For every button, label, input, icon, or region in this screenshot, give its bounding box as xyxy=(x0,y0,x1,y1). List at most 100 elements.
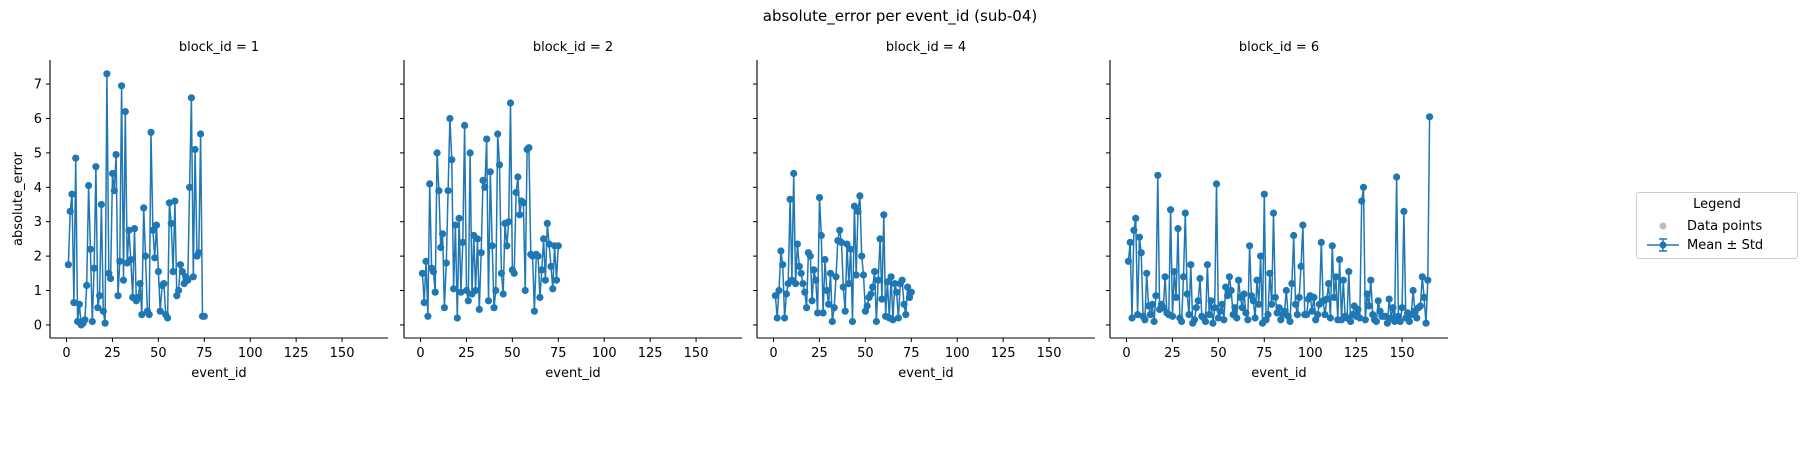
data-point xyxy=(547,262,555,270)
x-tick-label: 50 xyxy=(1210,346,1227,361)
data-point xyxy=(869,283,877,291)
x-tick-label: 50 xyxy=(857,346,874,361)
data-point xyxy=(874,276,882,284)
x-tick-label: 75 xyxy=(550,346,567,361)
data-point xyxy=(116,257,124,265)
x-tick-label: 150 xyxy=(330,346,355,361)
data-point xyxy=(1396,317,1404,326)
data-point xyxy=(839,283,847,291)
data-point xyxy=(1141,316,1149,324)
data-point xyxy=(1280,307,1289,315)
data-point xyxy=(1310,293,1318,301)
data-point xyxy=(1257,252,1265,260)
data-point xyxy=(108,169,117,178)
data-point xyxy=(1190,316,1199,324)
data-point xyxy=(169,268,177,276)
data-point xyxy=(1264,311,1272,319)
data-point xyxy=(782,290,791,298)
x-axis-label: event_id xyxy=(545,366,600,381)
data-point xyxy=(530,307,539,315)
data-point xyxy=(164,314,172,322)
data-point xyxy=(125,226,133,234)
data-point xyxy=(1238,304,1246,312)
data-point xyxy=(856,192,864,200)
facet-title: block_id = 6 xyxy=(1239,40,1319,55)
x-tick-label: 150 xyxy=(1390,346,1415,361)
x-tick-label: 0 xyxy=(769,346,777,361)
data-point xyxy=(854,207,862,215)
data-point xyxy=(1323,295,1331,303)
data-point xyxy=(68,190,76,198)
x-tick-label: 100 xyxy=(238,346,263,361)
x-tick-label: 125 xyxy=(284,346,309,361)
data-point xyxy=(154,268,162,276)
data-point xyxy=(1124,257,1132,265)
data-point xyxy=(1358,197,1366,205)
data-point xyxy=(459,238,467,246)
data-point xyxy=(497,269,505,277)
data-point xyxy=(1170,268,1178,276)
data-point xyxy=(466,149,474,157)
legend-label-data-points: Data points xyxy=(1687,218,1763,234)
facet-title: block_id = 1 xyxy=(179,40,259,55)
data-point xyxy=(495,161,504,169)
data-point xyxy=(803,304,811,312)
data-point xyxy=(86,245,94,253)
data-point xyxy=(90,264,98,272)
data-point xyxy=(554,242,562,250)
data-point xyxy=(1260,190,1268,198)
data-point xyxy=(457,288,465,296)
data-point xyxy=(1405,317,1413,326)
data-point xyxy=(426,180,434,188)
data-point xyxy=(171,197,179,205)
data-point xyxy=(907,288,915,296)
data-point xyxy=(455,214,463,222)
data-point xyxy=(1225,273,1233,281)
data-point xyxy=(1146,311,1154,319)
data-point xyxy=(1314,311,1322,319)
data-point xyxy=(138,311,146,319)
data-point xyxy=(1244,316,1252,324)
data-point xyxy=(483,135,491,143)
facet-panel-4: block_id = 4 0 25 50 75 100 125 150 event_id xyxy=(753,40,1095,381)
data-point xyxy=(808,297,816,305)
data-point xyxy=(167,219,175,227)
data-point xyxy=(1183,290,1191,298)
data-point xyxy=(88,317,96,326)
data-point xyxy=(440,304,448,312)
data-point xyxy=(1332,273,1340,281)
data-point xyxy=(826,269,835,277)
data-point xyxy=(435,187,443,195)
data-point xyxy=(451,221,459,229)
data-point xyxy=(1128,314,1136,322)
data-point xyxy=(1418,273,1426,281)
data-point xyxy=(420,299,428,307)
data-point xyxy=(891,280,899,288)
legend-entry-data-points: Data points xyxy=(1643,217,1762,235)
data-point xyxy=(1137,249,1145,257)
data-point xyxy=(107,274,115,283)
data-point xyxy=(799,280,807,288)
data-point xyxy=(197,130,205,138)
data-point xyxy=(1214,314,1222,322)
data-point xyxy=(1293,311,1301,319)
data-point xyxy=(847,245,855,253)
data-point xyxy=(837,238,846,246)
data-point xyxy=(1212,180,1221,188)
data-point xyxy=(825,300,833,308)
data-point xyxy=(1207,297,1215,305)
data-point xyxy=(887,273,895,281)
data-point xyxy=(1235,276,1243,284)
data-point xyxy=(450,285,458,293)
data-point xyxy=(883,278,892,286)
data-point xyxy=(1233,314,1241,322)
data-point xyxy=(1339,276,1347,284)
data-point xyxy=(1185,311,1193,319)
data-point xyxy=(1295,293,1303,301)
y-tick-label: 4 xyxy=(34,181,42,196)
data-point xyxy=(1246,242,1254,250)
data-point xyxy=(1297,262,1305,270)
data-point xyxy=(1361,316,1369,324)
data-point xyxy=(1347,317,1355,326)
data-point xyxy=(1271,293,1279,301)
